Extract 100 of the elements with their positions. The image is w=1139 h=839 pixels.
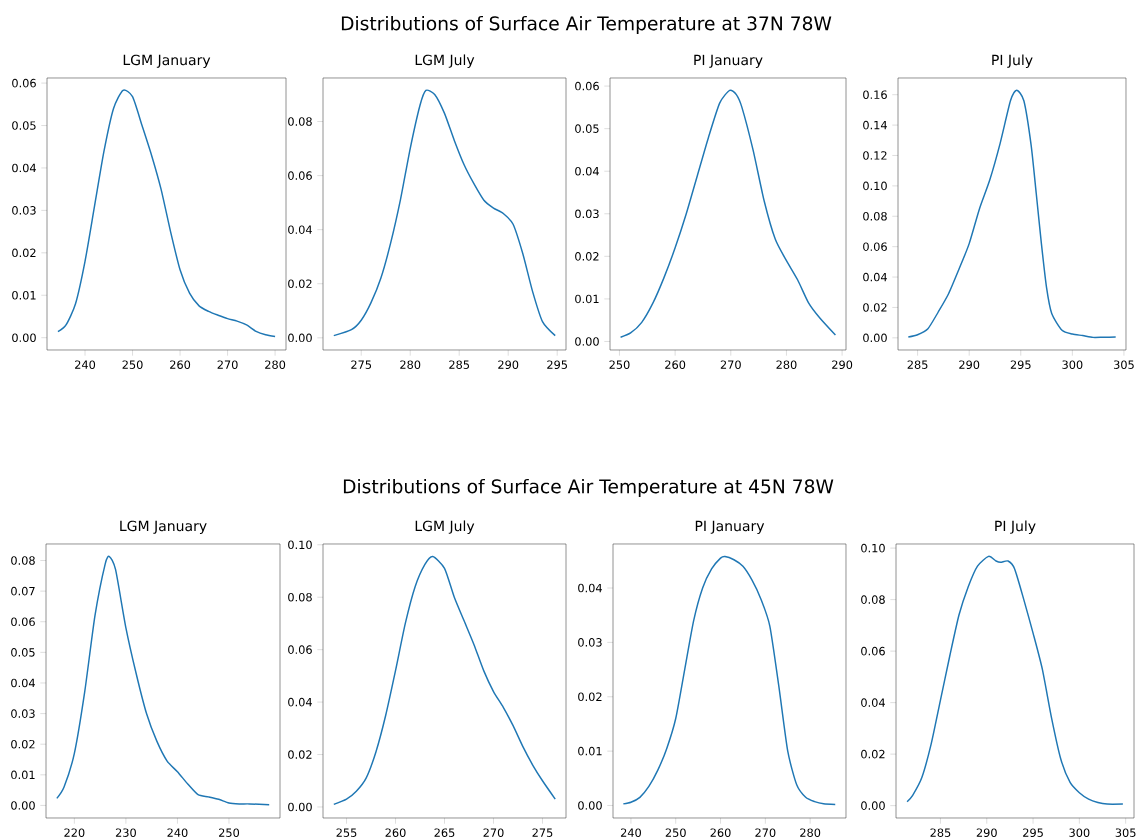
- x-tick-label: 285: [449, 360, 470, 369]
- y-tick-label: 0.04: [863, 272, 887, 282]
- text: Distributions of Surface Air Temperature at 45N 78W: [343, 478, 834, 498]
- y-tick-label: 0.04: [578, 583, 602, 593]
- y-tick-label: 0.02: [11, 739, 35, 749]
- y-tick-label: 0.08: [861, 595, 885, 604]
- x-tick-label: 255: [336, 828, 357, 837]
- text: Distributions of Surface Air Temperature at 37N 78W: [341, 15, 832, 35]
- y-tick-label: 0.04: [288, 225, 312, 234]
- y-tick-label: 0.02: [575, 252, 599, 261]
- x-tick-label: 250: [219, 828, 240, 837]
- y-tick-label: 0.04: [288, 697, 312, 707]
- x-tick-label: 270: [217, 360, 238, 369]
- line-series: [57, 89, 276, 338]
- x-tick-label: 285: [907, 360, 928, 369]
- x-tick-label: 275: [351, 360, 372, 369]
- y-tick-label: 0.06: [288, 645, 312, 654]
- y-tick-label: 0.00: [288, 333, 312, 343]
- chart-title: LGM July: [415, 520, 475, 534]
- x-tick-label: 240: [167, 828, 188, 837]
- y-tick-label: 0.00: [863, 333, 887, 343]
- line-series: [333, 555, 556, 806]
- chart-title: LGM January: [123, 54, 211, 68]
- y-tick-label: 0.00: [288, 802, 312, 812]
- y-tick-label: 0.02: [861, 749, 885, 759]
- y-tick-label: 0.01: [11, 770, 35, 780]
- y-tick-label: 0.00: [575, 337, 599, 346]
- x-tick-label: 230: [115, 828, 136, 837]
- y-tick-label: 0.06: [575, 81, 599, 91]
- y-tick-label: 0.06: [863, 242, 887, 251]
- line-series: [906, 555, 1124, 805]
- x-tick-label: 305: [1113, 360, 1134, 369]
- x-tick-label: 280: [800, 828, 821, 837]
- y-tick-label: 0.06: [861, 646, 885, 656]
- chart-title: LGM July: [415, 54, 475, 68]
- y-tick-label: 0.02: [288, 279, 312, 289]
- chart-title: PI January: [694, 54, 763, 68]
- y-tick-label: 0.02: [863, 303, 887, 312]
- x-tick-label: 250: [665, 828, 686, 837]
- y-tick-label: 0.00: [11, 801, 35, 810]
- x-tick-label: 290: [498, 360, 519, 369]
- y-tick-label: 0.00: [861, 801, 885, 810]
- y-tick-label: 0.08: [288, 592, 312, 602]
- x-tick-label: 285: [930, 828, 951, 837]
- y-tick-label: 0.00: [12, 333, 36, 342]
- y-tick-label: 0.02: [578, 692, 602, 702]
- y-tick-label: 0.06: [11, 617, 35, 627]
- line-series: [619, 89, 837, 338]
- x-tick-label: 260: [665, 360, 686, 369]
- x-tick-label: 250: [122, 360, 143, 369]
- y-tick-label: 0.08: [863, 211, 887, 221]
- y-tick-label: 0.03: [575, 209, 599, 219]
- x-tick-label: 260: [710, 828, 731, 837]
- x-tick-label: 270: [483, 828, 504, 837]
- y-tick-label: 0.08: [11, 556, 35, 565]
- x-tick-label: 295: [1010, 360, 1031, 369]
- y-tick-label: 0.05: [12, 121, 36, 130]
- y-tick-label: 0.01: [575, 294, 599, 304]
- chart-title: PI July: [995, 520, 1036, 534]
- y-tick-label: 0.03: [578, 638, 602, 647]
- y-tick-label: 0.04: [11, 678, 35, 688]
- y-tick-label: 0.01: [578, 746, 602, 756]
- chart-title: PI July: [992, 54, 1033, 68]
- x-tick-label: 265: [434, 828, 455, 837]
- x-tick-label: 305: [1115, 828, 1136, 837]
- chart-title: LGM January: [120, 520, 207, 534]
- line-series: [622, 555, 836, 806]
- y-tick-label: 0.04: [575, 166, 599, 176]
- x-tick-label: 275: [532, 828, 553, 837]
- y-tick-label: 0.14: [863, 120, 887, 130]
- x-tick-label: 280: [400, 360, 421, 369]
- y-tick-label: 0.04: [12, 163, 36, 173]
- y-tick-label: 0.08: [288, 117, 312, 126]
- y-tick-label: 0.00: [578, 801, 602, 810]
- y-tick-label: 0.06: [288, 171, 312, 180]
- y-tick-label: 0.10: [861, 543, 885, 553]
- y-tick-label: 0.10: [288, 540, 312, 550]
- x-tick-label: 250: [609, 360, 630, 369]
- y-tick-label: 0.12: [863, 151, 887, 160]
- x-tick-label: 240: [620, 828, 641, 837]
- x-tick-label: 280: [265, 360, 286, 369]
- x-tick-label: 300: [1069, 828, 1090, 837]
- y-tick-label: 0.06: [12, 78, 36, 88]
- x-tick-label: 220: [64, 828, 85, 837]
- y-tick-label: 0.05: [575, 124, 599, 133]
- x-tick-label: 300: [1062, 360, 1083, 369]
- y-tick-label: 0.16: [863, 90, 887, 99]
- chart-title: PI January: [695, 520, 765, 534]
- y-tick-label: 0.02: [12, 248, 36, 258]
- x-tick-label: 295: [1023, 828, 1043, 837]
- y-tick-label: 0.10: [863, 181, 887, 191]
- line-series: [907, 89, 1117, 339]
- x-tick-label: 290: [976, 828, 997, 837]
- line-series: [56, 555, 270, 806]
- y-tick-label: 0.03: [11, 709, 35, 718]
- x-tick-label: 260: [385, 828, 406, 837]
- x-tick-label: 290: [959, 360, 980, 369]
- y-tick-label: 0.07: [11, 586, 35, 596]
- x-tick-label: 270: [720, 360, 741, 369]
- x-tick-label: 240: [75, 360, 96, 369]
